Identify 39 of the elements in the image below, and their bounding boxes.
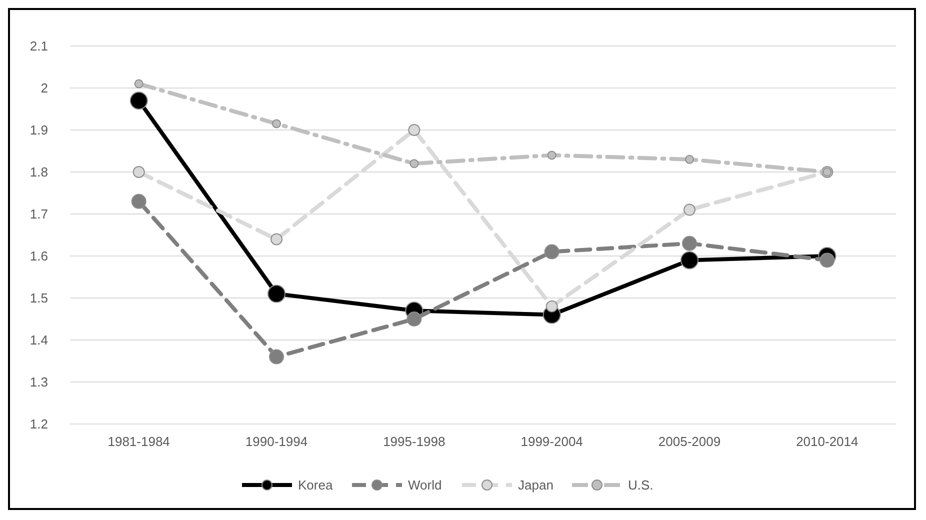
x-tick-label: 2005-2009: [658, 434, 721, 449]
point: [269, 349, 284, 364]
y-tick-label: 1.4: [30, 332, 48, 348]
y-tick-label: 2: [40, 80, 48, 96]
point: [134, 79, 144, 88]
y-tick-label: 1.2: [30, 416, 48, 432]
point: [410, 159, 419, 168]
y-tick-label: 1.3: [30, 374, 48, 390]
point: [268, 284, 286, 303]
point: [406, 312, 422, 326]
point: [820, 252, 835, 268]
legend-label: World: [408, 478, 442, 493]
legend-label: U.S.: [628, 478, 654, 493]
point: [684, 204, 696, 216]
y-tick-label: 1.7: [30, 206, 48, 222]
point: [682, 236, 697, 251]
point: [130, 92, 148, 110]
point: [131, 194, 146, 209]
point: [680, 251, 698, 270]
x-tick-label: 1995-1998: [383, 434, 446, 449]
y-tick-label: 1.8: [30, 164, 48, 180]
point: [547, 150, 556, 160]
point: [544, 244, 560, 260]
y-tick-label: 2.1: [30, 38, 48, 54]
point: [408, 124, 420, 136]
x-tick-label: 2010-2014: [796, 434, 858, 449]
point: [132, 166, 145, 178]
y-tick-label: 1.9: [30, 122, 48, 138]
x-tick-label: 1981-1984: [108, 434, 170, 449]
point: [270, 233, 282, 246]
point: [685, 154, 694, 164]
y-tick-label: 1.5: [30, 290, 48, 306]
y-tick-label: 1.6: [30, 248, 48, 264]
x-tick-label: 1999-2004: [520, 434, 583, 449]
point: [272, 119, 281, 128]
x-tick-label: 1990-1994: [245, 434, 308, 449]
legend-label: Korea: [298, 478, 334, 493]
legend-label: Japan: [518, 478, 554, 493]
point: [546, 300, 558, 312]
